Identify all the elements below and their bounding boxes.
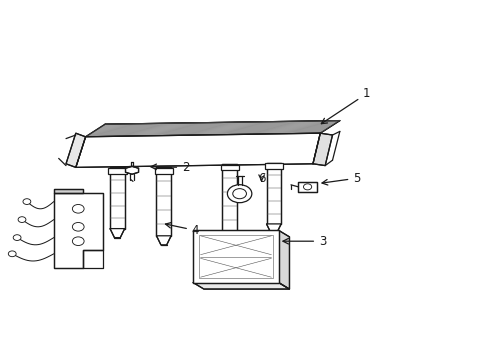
Text: 4: 4: [165, 222, 199, 237]
Bar: [108, 168, 126, 174]
Polygon shape: [278, 230, 289, 289]
Polygon shape: [222, 232, 237, 241]
Circle shape: [72, 237, 84, 246]
Circle shape: [23, 199, 31, 204]
Polygon shape: [156, 236, 171, 245]
Polygon shape: [110, 167, 124, 229]
Circle shape: [72, 222, 84, 231]
Polygon shape: [266, 163, 281, 224]
Polygon shape: [76, 133, 320, 167]
Polygon shape: [125, 166, 138, 174]
Polygon shape: [54, 189, 83, 193]
Circle shape: [18, 217, 26, 222]
Polygon shape: [312, 133, 332, 166]
Bar: [154, 168, 173, 174]
Circle shape: [8, 251, 16, 257]
Polygon shape: [266, 224, 281, 233]
Circle shape: [13, 235, 21, 240]
Circle shape: [72, 204, 84, 213]
Text: 3: 3: [283, 235, 326, 248]
Polygon shape: [193, 230, 278, 283]
Polygon shape: [110, 229, 124, 238]
Text: 2: 2: [151, 161, 189, 174]
Circle shape: [303, 184, 311, 190]
Polygon shape: [66, 133, 85, 167]
Bar: [264, 163, 283, 169]
Polygon shape: [193, 283, 289, 289]
Polygon shape: [85, 121, 339, 137]
Circle shape: [232, 189, 246, 199]
Polygon shape: [222, 164, 237, 232]
Text: 1: 1: [321, 87, 370, 124]
Text: 6: 6: [257, 172, 265, 185]
Bar: [220, 165, 239, 170]
Polygon shape: [199, 235, 272, 278]
Circle shape: [227, 185, 251, 203]
Text: 5: 5: [321, 172, 360, 185]
Polygon shape: [54, 193, 102, 268]
Polygon shape: [298, 182, 316, 192]
Polygon shape: [156, 167, 171, 236]
